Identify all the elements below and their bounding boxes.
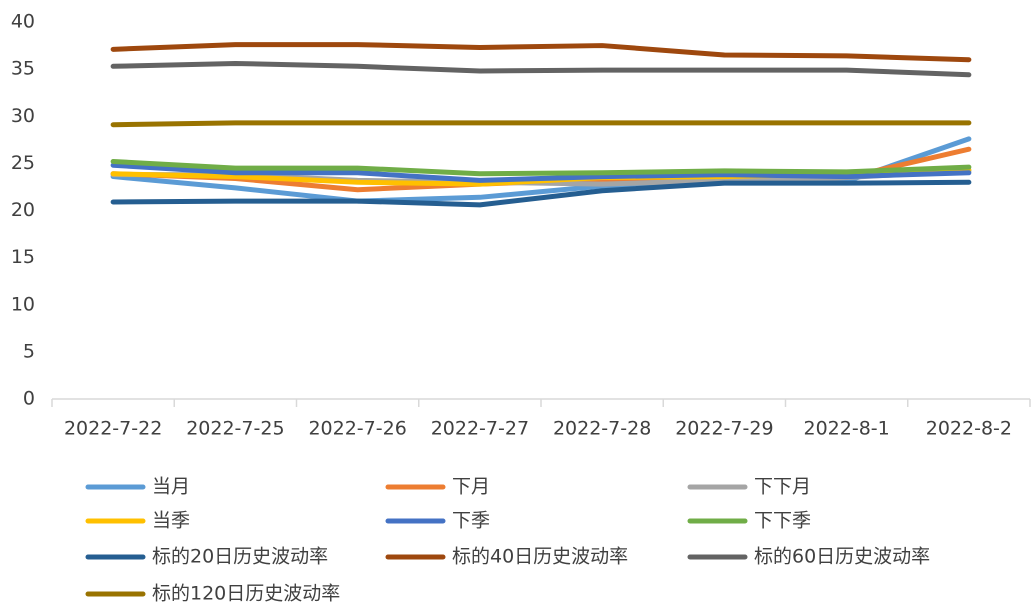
legend-label: 当月 (152, 476, 190, 498)
y-tick-label: 40 (11, 11, 35, 33)
series-line (110, 120, 972, 128)
legend-label: 标的60日历史波动率 (754, 546, 930, 568)
series-line (110, 60, 972, 78)
x-tick-label: 2022-7-25 (186, 418, 284, 440)
legend-label: 标的20日历史波动率 (152, 546, 328, 568)
x-tick-label: 2022-8-1 (804, 418, 890, 440)
series-line (110, 179, 972, 208)
y-tick-label: 5 (23, 340, 35, 362)
legend-label: 当季 (152, 510, 190, 532)
x-tick-label: 2022-7-28 (553, 418, 651, 440)
y-tick-label: 0 (23, 388, 35, 410)
y-tick-label: 35 (11, 58, 35, 80)
series-line (110, 162, 972, 183)
x-tick-label: 2022-7-26 (308, 418, 406, 440)
legend-label: 下季 (452, 510, 490, 532)
series-line (110, 158, 972, 177)
legend-label: 下下月 (754, 476, 811, 498)
y-tick-label: 30 (11, 105, 35, 127)
series-line (110, 42, 972, 63)
x-tick-label: 2022-8-2 (926, 418, 1012, 440)
y-tick-label: 10 (11, 293, 35, 315)
y-tick-label: 20 (11, 199, 35, 221)
x-tick-label: 2022-7-29 (675, 418, 773, 440)
y-tick-label: 25 (11, 152, 35, 174)
x-tick-label: 2022-7-22 (64, 418, 162, 440)
x-tick-label: 2022-7-27 (431, 418, 529, 440)
y-tick-label: 15 (11, 246, 35, 268)
legend-label: 下月 (452, 476, 490, 498)
legend-label: 标的40日历史波动率 (452, 546, 628, 568)
legend-label: 标的120日历史波动率 (152, 583, 340, 605)
legend-label: 下下季 (754, 510, 811, 532)
